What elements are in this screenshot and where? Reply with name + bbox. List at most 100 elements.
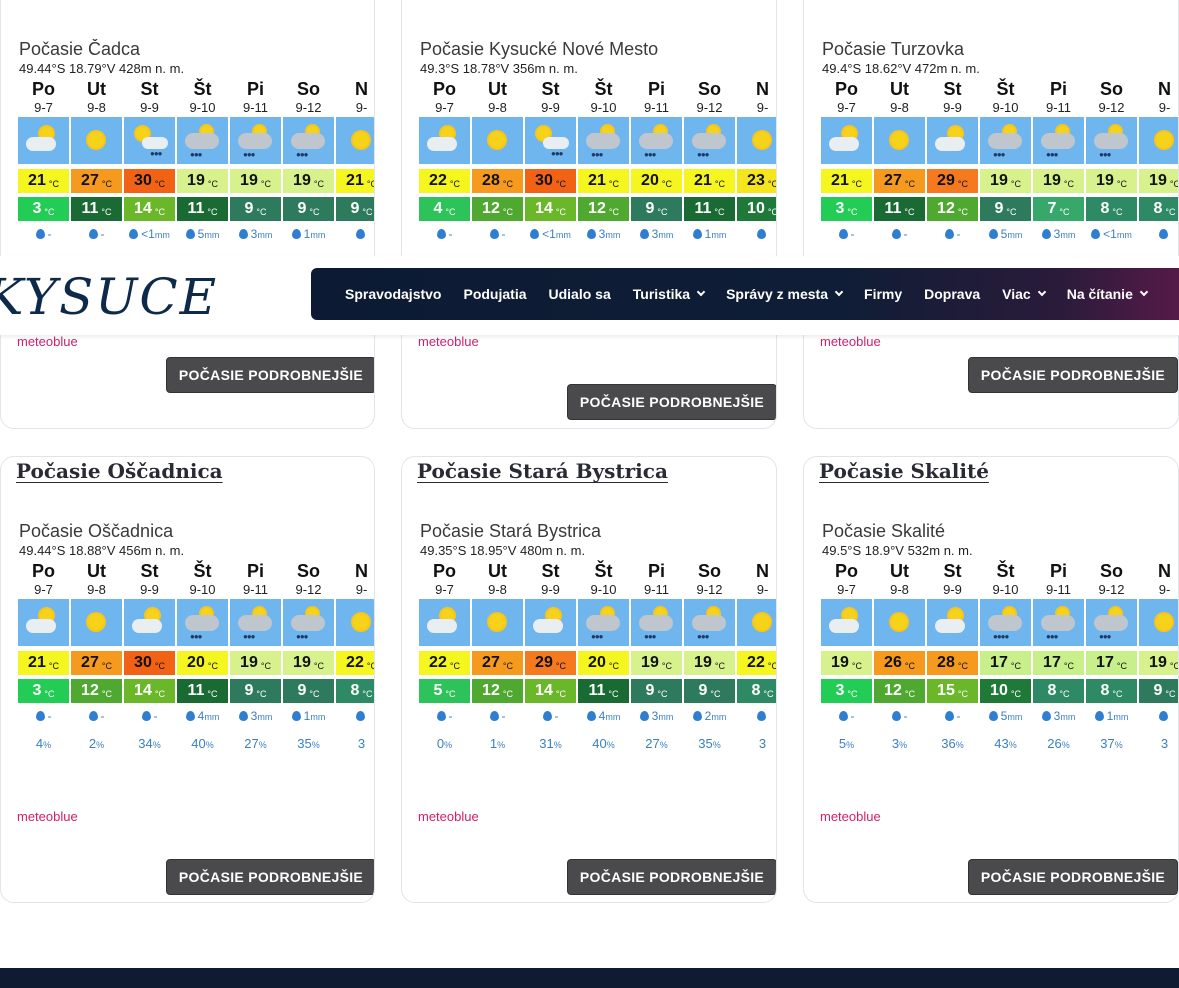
- rain-dots: ●●●: [697, 150, 709, 159]
- nav-item-1[interactable]: Podujatia: [463, 286, 526, 302]
- temp-max: 27 °C: [472, 651, 523, 675]
- raindrop-icon: [1041, 229, 1051, 239]
- raindrop-icon: [944, 711, 954, 721]
- weather-card: Počasie Oščadnica Počasie Oščadnica 49.44°…: [0, 456, 375, 903]
- day-name: So: [296, 79, 320, 99]
- raindrop-icon: [1158, 229, 1168, 239]
- meteoblue-link[interactable]: meteoblue: [418, 334, 479, 349]
- temp-max: 19°C: [980, 169, 1031, 193]
- temp-min-value: 8: [1047, 682, 1057, 699]
- cloud-rain-icon: ●●●: [1033, 599, 1084, 646]
- forecast-details-button[interactable]: POČASIE PODROBNEJŠIE: [166, 859, 374, 895]
- site-header: KYSUCE Spravodajstvo Podujatia Udialo sa Tu…: [0, 256, 1179, 335]
- temp-min: 14 °C: [124, 679, 175, 703]
- temp-min: 9 °C: [980, 197, 1031, 221]
- card-title-link[interactable]: Počasie Skalité: [819, 459, 989, 483]
- raindrop-icon: [542, 711, 552, 721]
- temp-unit: °C: [101, 206, 112, 217]
- precipitation-probability: 27%: [630, 736, 683, 751]
- probability-unit: %: [43, 740, 52, 750]
- temp-unit: °C: [1116, 660, 1127, 671]
- probability-value: 0: [436, 736, 445, 751]
- temp-min: 11 °C: [71, 197, 122, 221]
- meteoblue-link[interactable]: meteoblue: [17, 334, 78, 349]
- sun-shape: [146, 609, 159, 622]
- temp-min: 3 °C: [821, 197, 872, 221]
- probability-value: 3: [1160, 736, 1169, 751]
- card-title-link[interactable]: Počasie Stará Bystrica: [417, 459, 668, 483]
- rain-dots: ●●●: [644, 632, 656, 641]
- nav-item-0[interactable]: Spravodajstvo: [345, 286, 441, 302]
- forecast-details-button[interactable]: POČASIE PODROBNEJŠIE: [968, 859, 1178, 895]
- nav-item-3[interactable]: Turistika: [633, 286, 706, 302]
- nav-item-7[interactable]: Viac: [1002, 286, 1046, 302]
- temp-min-value: 11: [588, 682, 606, 699]
- forecast-details-button[interactable]: POČASIE PODROBNEJŠIE: [166, 357, 374, 393]
- cloud-heavy-rain-icon: ●●●●: [980, 599, 1031, 646]
- precipitation-value: -: [554, 709, 559, 723]
- temp-max: 19°C: [1033, 169, 1084, 193]
- meteoblue-link[interactable]: meteoblue: [418, 809, 479, 824]
- temp-unit: °C: [154, 206, 165, 217]
- nav-item-8[interactable]: Na čítanie: [1067, 286, 1149, 302]
- day-name: Ut: [87, 561, 106, 581]
- temp-min-value: 12: [884, 682, 902, 699]
- forecast-day-column: So 9-12 ●●● 17 °C 8 °C 1mm 37%: [1085, 521, 1138, 751]
- temp-max: 29 °C: [525, 651, 576, 675]
- probability-value: 43: [994, 736, 1009, 751]
- cloud-shape: [1094, 133, 1128, 149]
- raindrop-icon: [1091, 229, 1101, 239]
- forecast-day-column: Ut 9-8 27 °C 12 °C -2%: [70, 521, 123, 751]
- nav-item-4[interactable]: Správy z mesta: [726, 286, 844, 302]
- forecast-day-column: Št 9-10 ●●● 20 °C 11 °C 4mm 40%: [176, 521, 229, 751]
- forecast-details-button[interactable]: POČASIE PODROBNEJŠIE: [968, 357, 1178, 393]
- probability-unit: %: [152, 740, 161, 750]
- temp-min: 9 °C: [631, 679, 682, 703]
- precipitation-probability: 4%: [17, 736, 70, 751]
- day-name: Ut: [87, 79, 106, 99]
- sun-shape: [40, 609, 53, 622]
- precipitation-value: -: [501, 227, 506, 241]
- day-name: Ut: [488, 561, 507, 581]
- precipitation: [335, 709, 374, 723]
- meteoblue-link[interactable]: meteoblue: [820, 809, 881, 824]
- rain-dots: ●●●: [697, 632, 709, 641]
- probability-unit: %: [258, 740, 267, 750]
- cloud-shape: [291, 133, 325, 149]
- sunny-icon: [472, 117, 523, 164]
- day-name: So: [697, 561, 721, 581]
- cloud-shape: [935, 137, 965, 151]
- day-date: 9-9: [140, 582, 159, 597]
- temp-min: 14 °C: [525, 679, 576, 703]
- nav-item-6[interactable]: Doprava: [924, 286, 980, 302]
- temp-min-value: 14: [134, 682, 152, 699]
- forecast-details-button[interactable]: POČASIE PODROBNEJŠIE: [567, 384, 776, 420]
- day-date: 9-12: [1098, 100, 1125, 115]
- widget-city-name: Počasie Kysucké Nové Mesto: [420, 39, 659, 59]
- day-date: 9-: [1158, 100, 1171, 115]
- precipitation-unit: mm: [1116, 230, 1132, 240]
- precipitation-unit: mm: [154, 230, 170, 240]
- day-date: 9-11: [242, 100, 269, 115]
- cloud-shape: [639, 133, 673, 149]
- nav-item-2[interactable]: Udialo sa: [549, 286, 611, 302]
- sun-shape: [949, 609, 962, 622]
- temp-min: 12 °C: [472, 679, 523, 703]
- day-date: 9-8: [488, 100, 507, 115]
- site-logo[interactable]: KYSUCE: [0, 268, 219, 326]
- meteoblue-link[interactable]: meteoblue: [820, 334, 881, 349]
- precipitation-value: -: [153, 709, 158, 723]
- sun-shape: [708, 608, 719, 619]
- temp-max-value: 29: [937, 172, 955, 189]
- temp-max: 29 °C: [927, 169, 978, 193]
- temp-unit: °C: [767, 660, 776, 671]
- precipitation: <1mm: [123, 227, 176, 241]
- forecast-details-button[interactable]: POČASIE PODROBNEJŠIE: [567, 859, 776, 895]
- temp-max-value: 21: [694, 172, 712, 189]
- raindrop-icon: [141, 711, 151, 721]
- sun-shape: [655, 608, 666, 619]
- nav-item-5[interactable]: Firmy: [864, 286, 902, 302]
- probability-unit: %: [846, 740, 855, 750]
- card-title-link[interactable]: Počasie Oščadnica: [16, 459, 223, 483]
- meteoblue-link[interactable]: meteoblue: [17, 809, 78, 824]
